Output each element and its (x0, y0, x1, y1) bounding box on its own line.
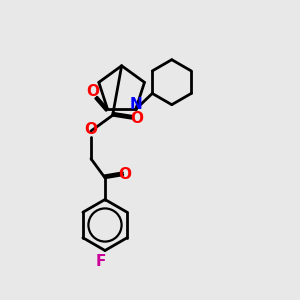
Text: O: O (118, 167, 131, 182)
Text: N: N (129, 97, 142, 112)
Text: F: F (95, 254, 106, 268)
Text: O: O (130, 111, 143, 126)
Text: O: O (85, 122, 98, 137)
Text: O: O (86, 84, 99, 99)
